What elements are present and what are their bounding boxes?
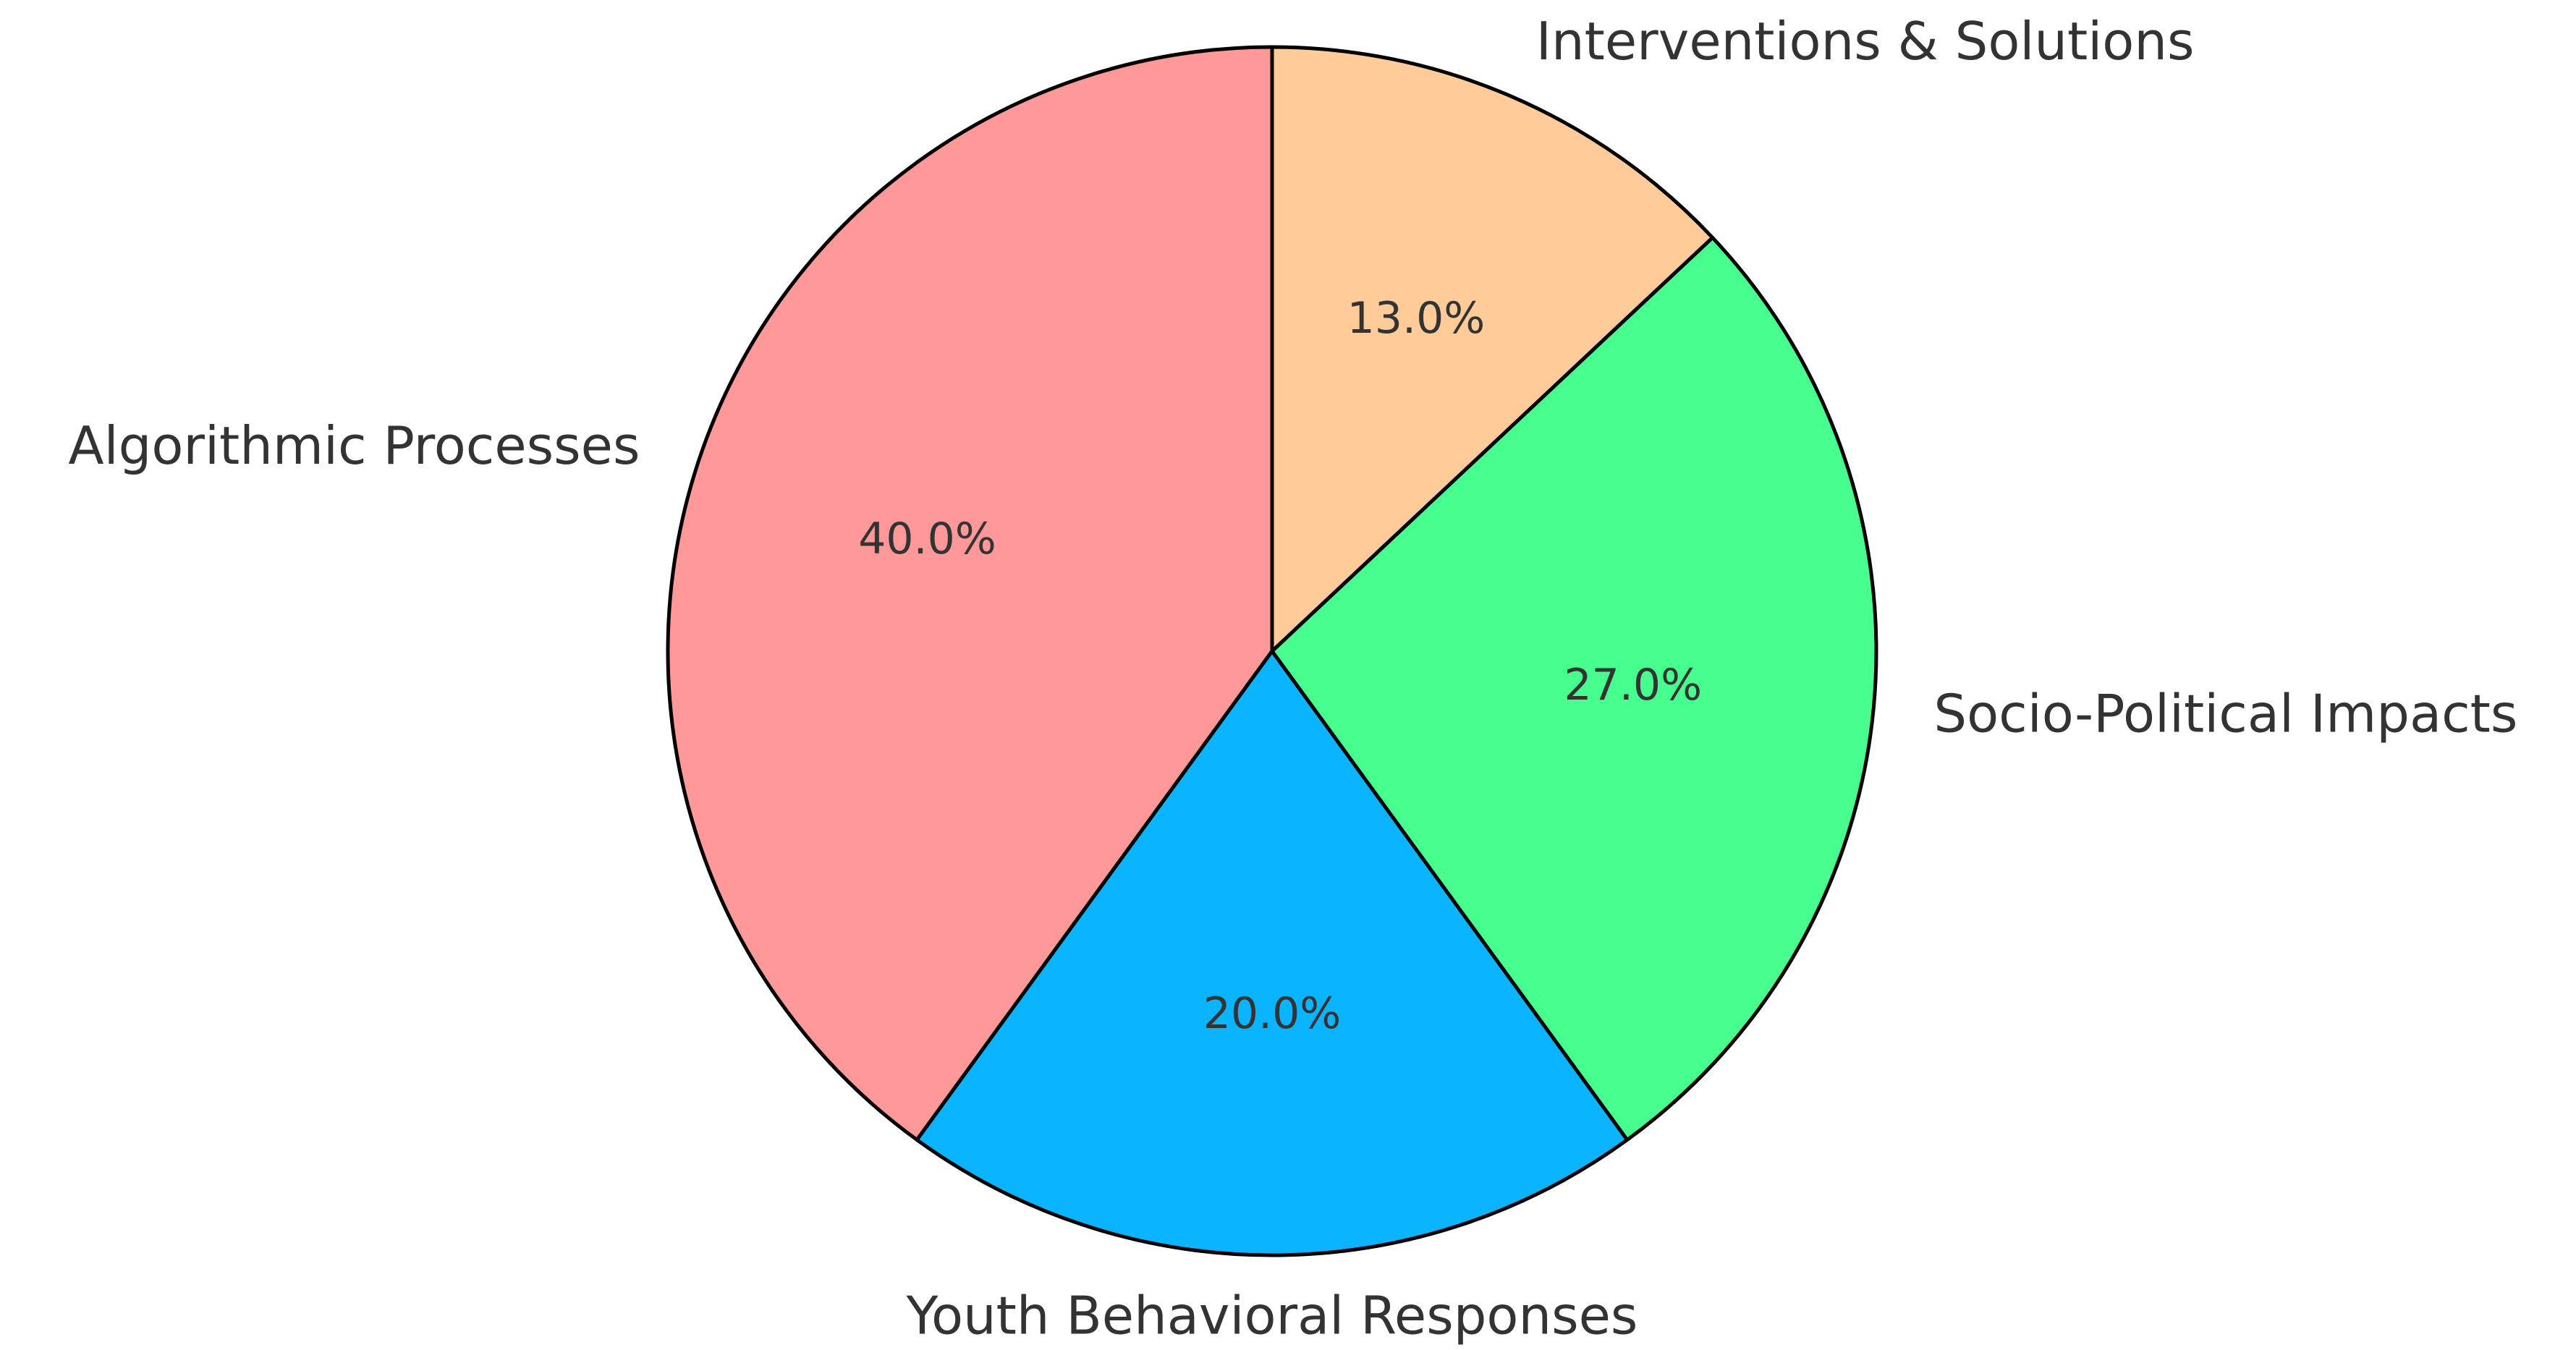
pct-label-interventions-and-solutions: 13.0% xyxy=(1347,293,1486,344)
slices-layer xyxy=(666,45,1878,1257)
pct-label-youth-behavioral-responses: 20.0% xyxy=(1203,988,1342,1039)
slice-interventions-and-solutions xyxy=(1270,45,1715,653)
slice-algorithmic-processes xyxy=(666,45,1274,1142)
category-label-socio-political-impacts: Socio-Political Impacts xyxy=(1933,683,2517,744)
slice-socio-political-impacts xyxy=(1270,235,1878,1142)
slice-youth-behavioral-responses xyxy=(915,649,1630,1257)
labels-layer: 40.0% Algorithmic Processes 20.0% Youth Beh… xyxy=(68,11,2517,1346)
category-label-interventions-and-solutions: Interventions & Solutions xyxy=(1536,11,2195,72)
category-label-algorithmic-processes: Algorithmic Processes xyxy=(68,415,640,476)
pct-label-socio-political-impacts: 27.0% xyxy=(1564,660,1702,710)
category-label-youth-behavioral-responses: Youth Behavioral Responses xyxy=(906,1286,1638,1346)
pct-label-algorithmic-processes: 40.0% xyxy=(858,514,996,564)
